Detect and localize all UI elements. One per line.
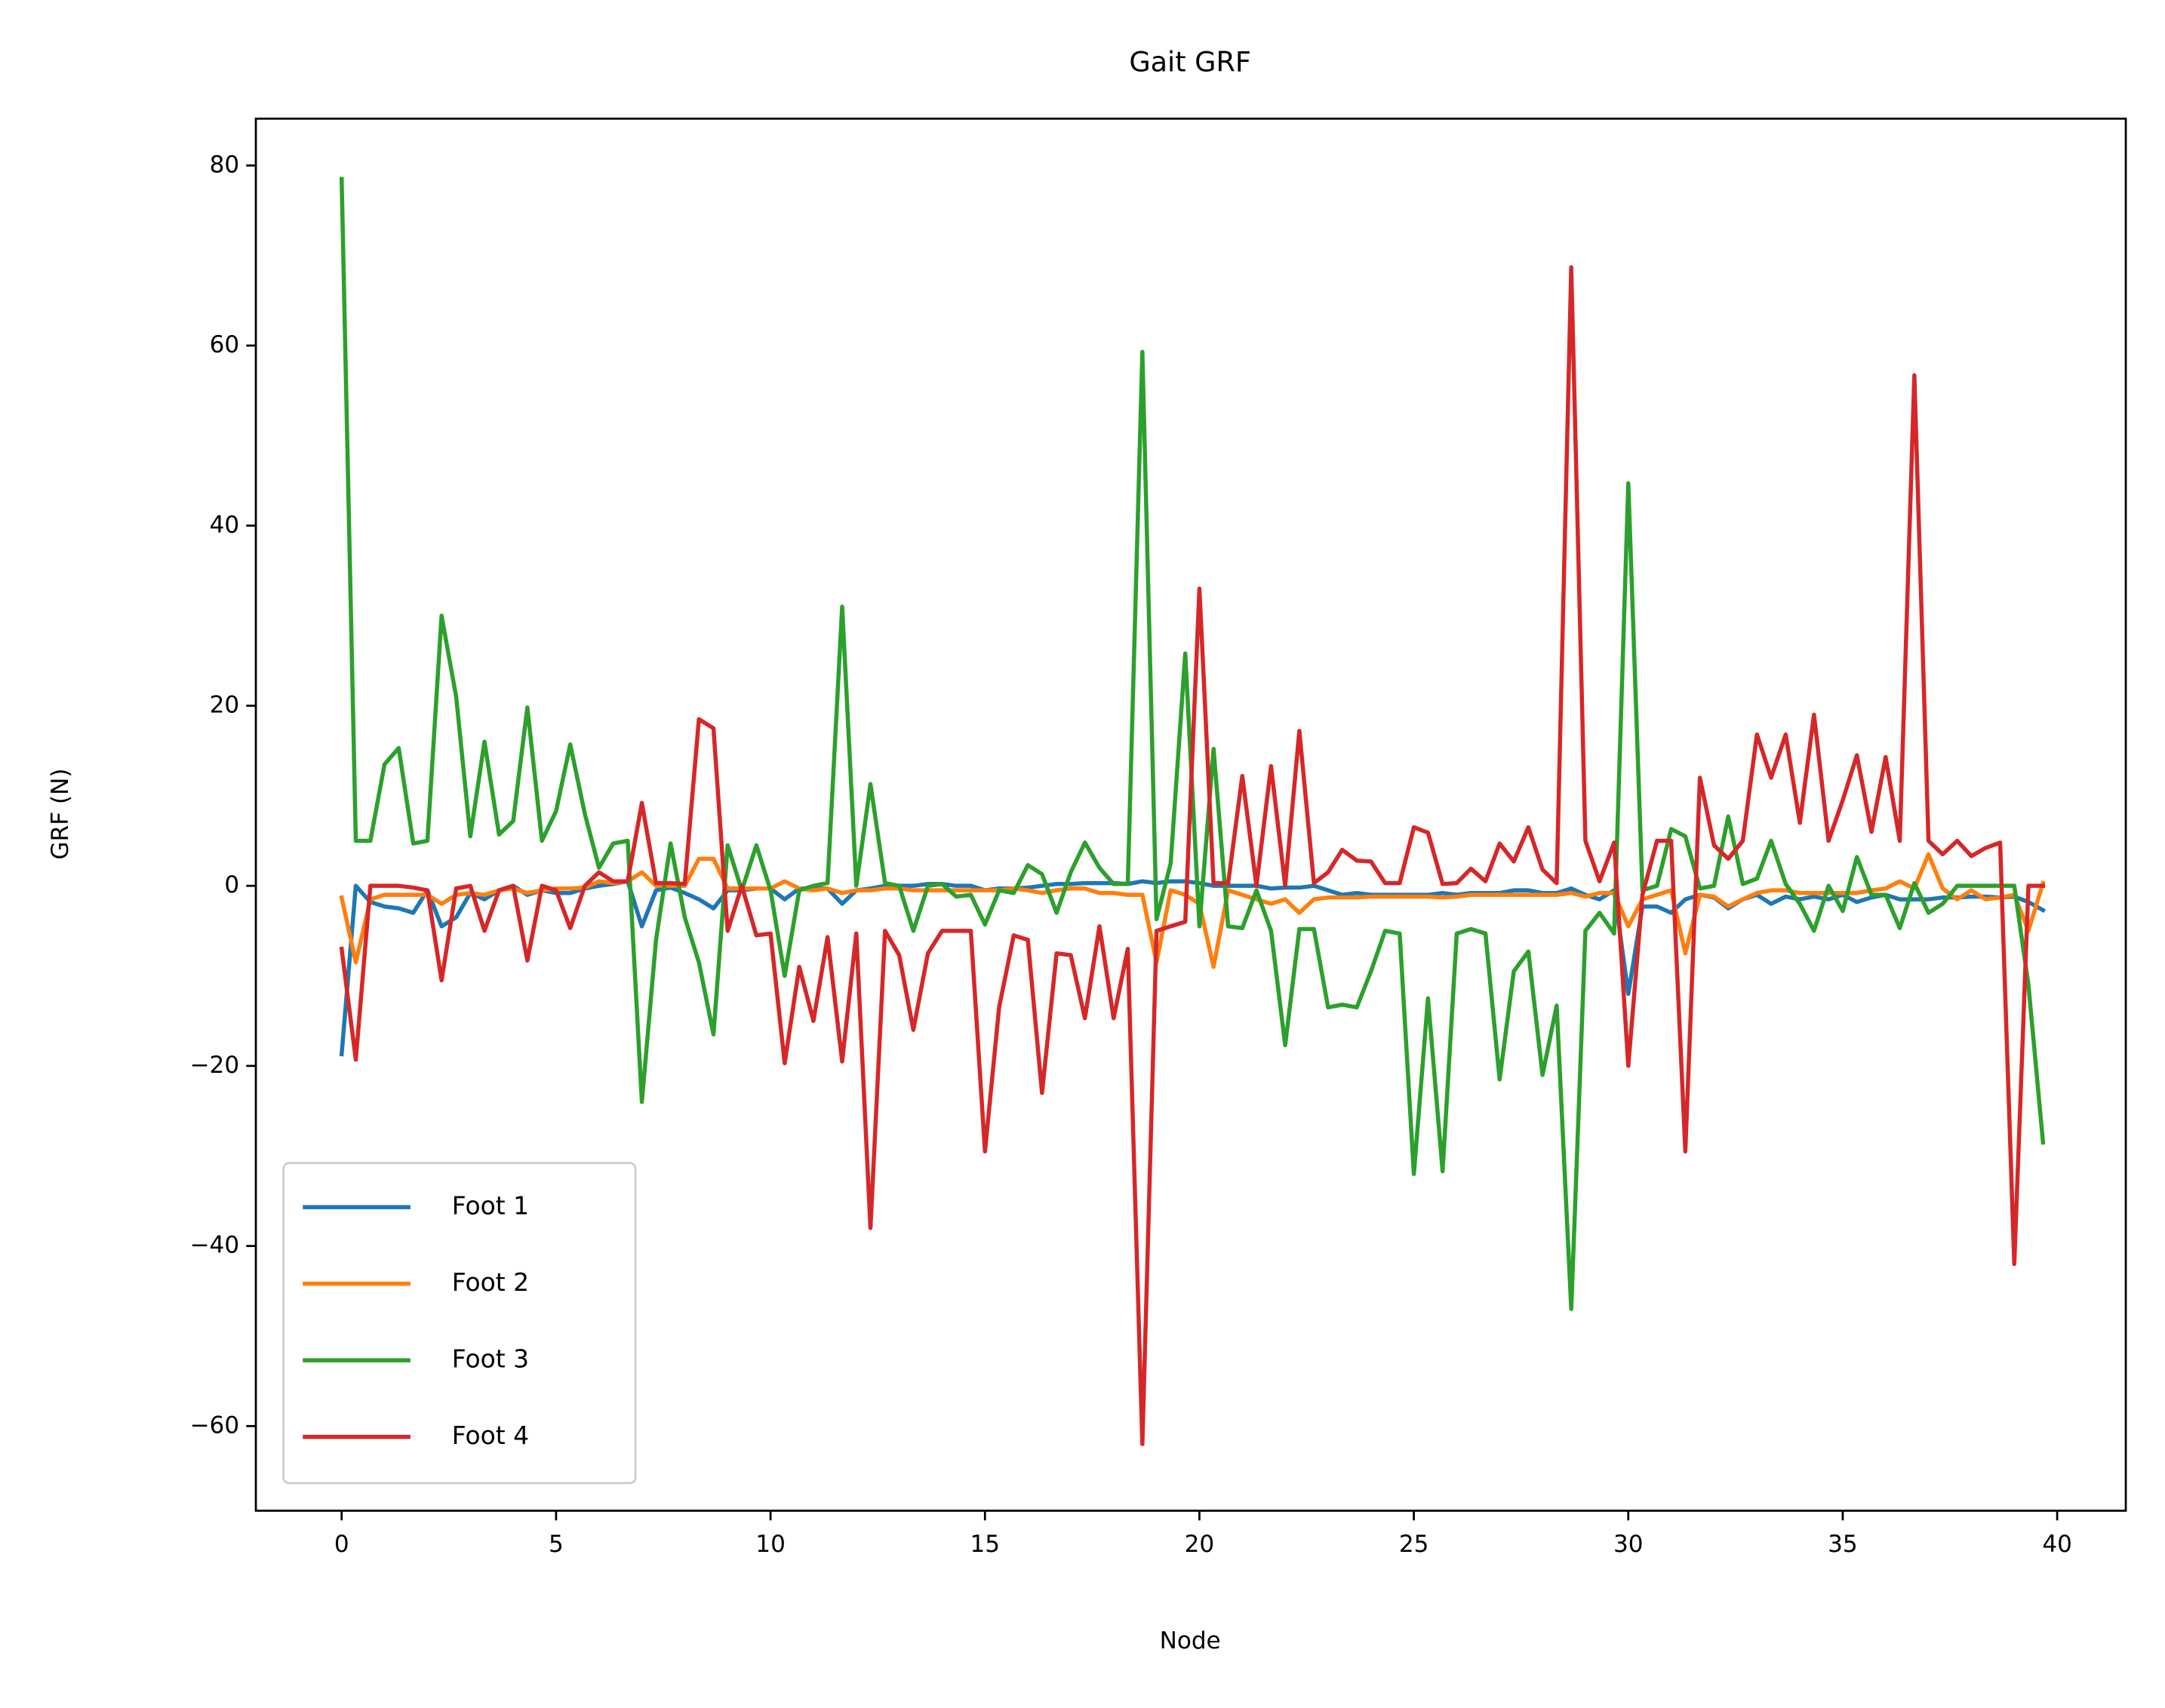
x-tick-label: 0 xyxy=(334,1531,349,1558)
x-axis-label: Node xyxy=(1160,1627,1221,1654)
legend-label: Foot 3 xyxy=(452,1344,529,1374)
legend-label: Foot 4 xyxy=(452,1421,529,1450)
y-tick-label: 60 xyxy=(210,331,240,358)
x-tick-label: 5 xyxy=(549,1531,564,1558)
x-tick-label: 10 xyxy=(755,1531,786,1558)
y-tick-label: −60 xyxy=(190,1412,240,1439)
legend-box xyxy=(282,1162,637,1485)
x-tick-label: 30 xyxy=(1613,1531,1644,1558)
y-tick-label: 40 xyxy=(210,511,240,539)
y-tick-label: −40 xyxy=(190,1232,240,1259)
x-tick-label: 35 xyxy=(1828,1531,1858,1558)
y-tick-label: 0 xyxy=(224,871,239,899)
y-tick-label: −20 xyxy=(190,1052,240,1079)
legend: Foot 1 Foot 2 Foot 3 Foot 4 xyxy=(282,1162,637,1485)
legend-label: Foot 2 xyxy=(452,1267,529,1297)
x-tick-label: 40 xyxy=(2042,1531,2072,1558)
legend-label: Foot 1 xyxy=(452,1191,529,1221)
y-tick-label: 20 xyxy=(210,691,240,718)
series-line xyxy=(339,265,2046,1446)
x-tick-label: 15 xyxy=(970,1531,1000,1558)
plot-frame xyxy=(254,117,2127,1512)
x-tick-label: 25 xyxy=(1399,1531,1429,1558)
y-axis-label: GRF (N) xyxy=(47,768,74,859)
x-tick-label: 20 xyxy=(1185,1531,1215,1558)
chart-title: Gait GRF xyxy=(1129,46,1251,78)
y-tick-label: 80 xyxy=(210,151,240,178)
